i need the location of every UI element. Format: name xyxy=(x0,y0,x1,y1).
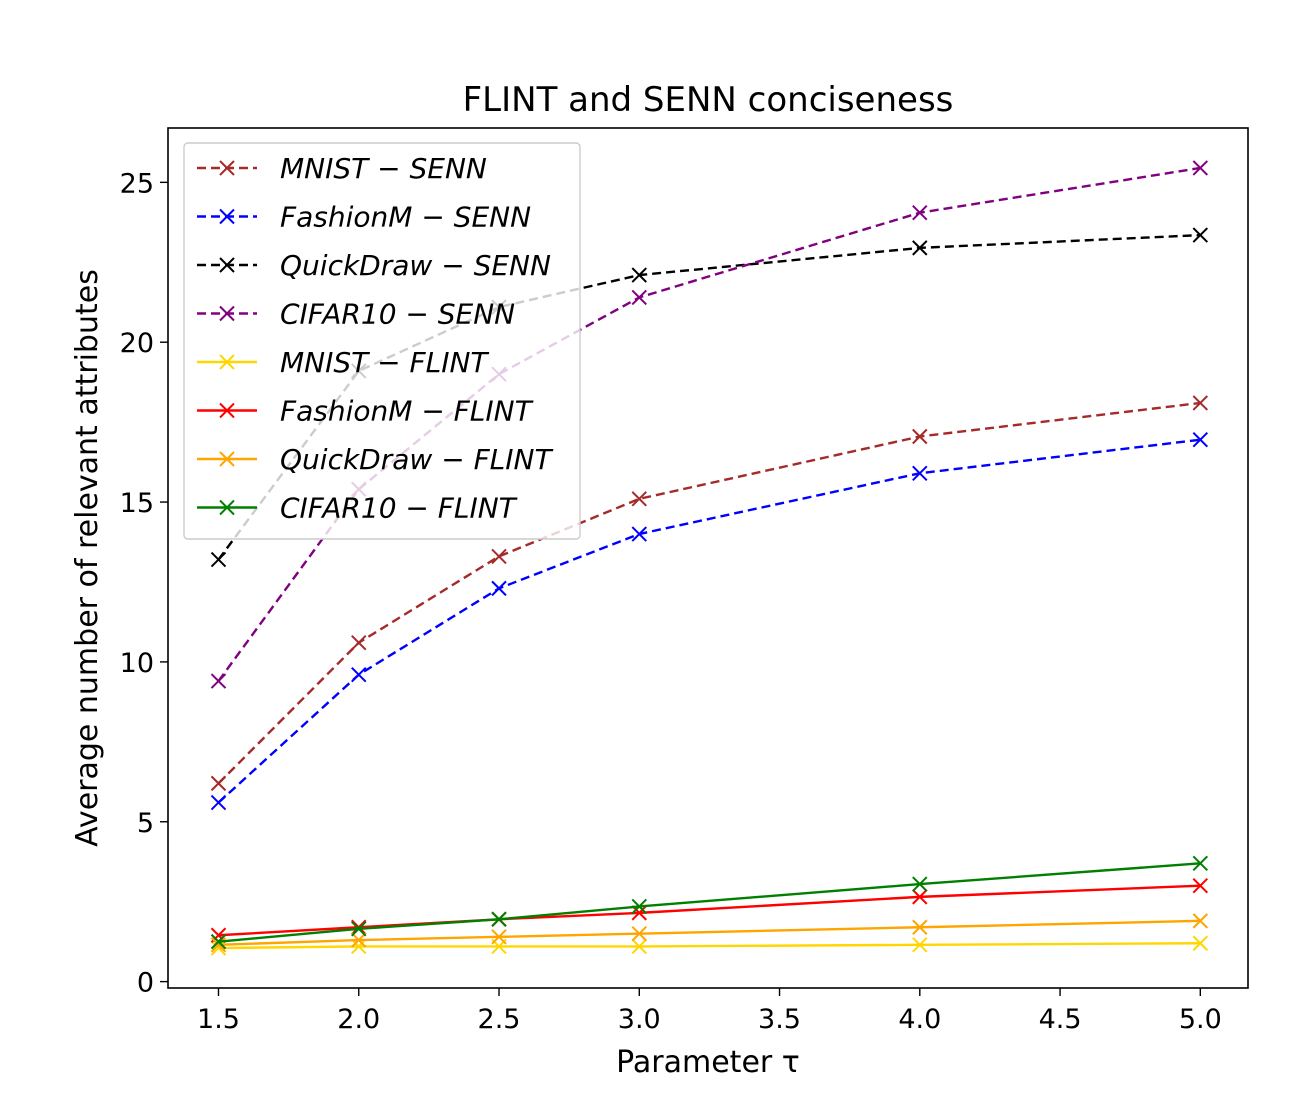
legend-swatch-marker xyxy=(219,451,235,467)
data-point-marker xyxy=(912,919,928,935)
x-tick-label: 4.0 xyxy=(898,1004,941,1035)
x-tick-label: 5.0 xyxy=(1179,1004,1222,1035)
data-point-marker xyxy=(1192,395,1209,411)
y-tick-label: 20 xyxy=(120,328,154,359)
data-point-marker xyxy=(491,929,507,945)
data-point-marker xyxy=(351,666,367,683)
data-point-marker xyxy=(210,933,227,950)
x-tick-label: 3.5 xyxy=(758,1004,801,1035)
data-point-marker xyxy=(1192,913,1209,929)
data-point-marker xyxy=(351,635,367,651)
data-point-marker xyxy=(912,876,928,892)
data-point-marker xyxy=(210,673,227,689)
legend-label: MNIST − FLINT xyxy=(280,346,489,379)
data-point-marker xyxy=(210,775,227,792)
data-point-marker xyxy=(1192,877,1209,894)
plot-frame xyxy=(167,127,1249,989)
data-point-marker xyxy=(1192,935,1209,951)
data-point-marker xyxy=(1192,160,1209,176)
legend-swatch-marker xyxy=(219,305,235,322)
series-6 xyxy=(210,913,1209,953)
legend-label: MNIST − SENN xyxy=(280,152,487,185)
legend-label: QuickDraw − FLINT xyxy=(280,443,553,476)
data-point-marker xyxy=(912,240,928,256)
legend-label: FashionM − SENN xyxy=(280,201,531,234)
data-point-marker xyxy=(912,205,928,221)
series-line xyxy=(218,884,1201,937)
data-point-marker xyxy=(912,428,928,445)
data-point-marker xyxy=(1192,432,1209,448)
data-point-marker xyxy=(631,267,647,283)
series-line xyxy=(217,438,1201,804)
legend-swatch-marker xyxy=(219,208,235,225)
series-line xyxy=(218,862,1201,943)
data-point-marker xyxy=(912,889,928,905)
data-point-marker xyxy=(631,905,647,921)
legend-swatch-marker xyxy=(219,354,235,370)
data-point-marker xyxy=(210,940,227,956)
x-tick-label: 2.5 xyxy=(478,1004,521,1035)
legend-label: CIFAR10 − FLINT xyxy=(280,492,518,525)
data-point-marker xyxy=(1192,855,1209,872)
legend-swatch-marker xyxy=(219,402,235,419)
data-point-marker xyxy=(631,289,647,306)
data-point-marker xyxy=(491,911,507,927)
data-point-marker xyxy=(912,937,928,953)
data-point-marker xyxy=(912,465,928,481)
x-axis: 1.5 2.0 2.5 3.0 3.5 4.0 4.5 5.0 xyxy=(197,988,1222,1035)
legend-swatch-marker xyxy=(219,499,235,516)
series-line xyxy=(217,233,1201,561)
y-tick-label: 5 xyxy=(137,808,154,839)
series-line xyxy=(218,919,1201,947)
data-point-marker xyxy=(1192,227,1209,243)
data-point-marker xyxy=(351,919,367,935)
data-point-marker xyxy=(631,526,647,542)
legend-label: QuickDraw − SENN xyxy=(280,249,551,282)
series-line xyxy=(218,942,1201,950)
data-point-marker xyxy=(491,548,507,565)
y-tick-label: 15 xyxy=(120,488,154,519)
data-point-marker xyxy=(351,932,367,948)
data-point-marker xyxy=(351,938,367,955)
y-axis-label: Average number of relevant attributes xyxy=(70,269,105,847)
x-tick-label: 4.5 xyxy=(1039,1004,1082,1035)
y-tick-label: 0 xyxy=(137,968,154,999)
data-point-marker xyxy=(631,898,647,915)
series-1 xyxy=(210,432,1209,811)
y-tick-label: 25 xyxy=(120,168,154,199)
x-axis-label: Parameter τ xyxy=(616,1045,800,1080)
legend: MNIST − SENN FashionM − SENN QuickDraw − S… xyxy=(183,142,581,540)
data-point-marker xyxy=(351,921,367,937)
legend-label: CIFAR10 − SENN xyxy=(280,298,515,331)
x-tick-label: 1.5 xyxy=(197,1004,240,1035)
y-axis: 0 5 10 15 20 25 xyxy=(120,168,168,999)
data-point-marker xyxy=(491,580,507,597)
data-point-marker xyxy=(210,551,227,568)
y-tick-label: 10 xyxy=(120,648,154,679)
data-point-marker xyxy=(631,491,647,507)
legend-swatch-marker xyxy=(219,257,235,273)
data-point-marker xyxy=(631,925,647,942)
data-point-marker xyxy=(210,794,227,811)
chart-title: FLINT and SENN conciseness xyxy=(463,80,954,120)
series-7 xyxy=(210,855,1209,950)
x-tick-label: 3.0 xyxy=(618,1004,661,1035)
legend-swatch-marker xyxy=(219,160,235,176)
x-tick-label: 2.0 xyxy=(337,1004,380,1035)
legend-box xyxy=(183,142,581,540)
data-point-marker xyxy=(631,938,647,955)
legend-label: FashionM − FLINT xyxy=(280,395,534,428)
